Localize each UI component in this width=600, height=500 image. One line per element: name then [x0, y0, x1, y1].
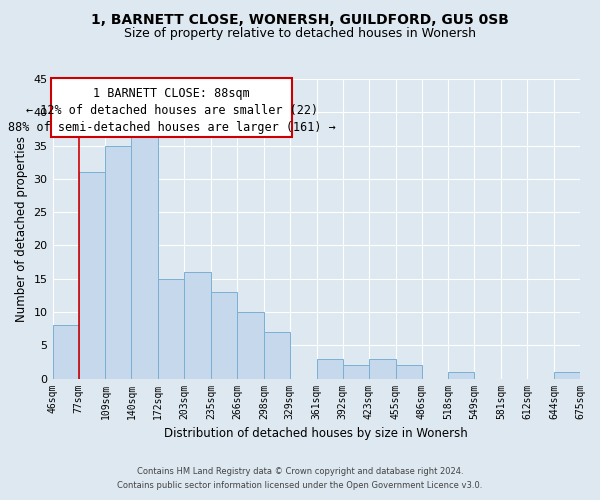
Text: ← 12% of detached houses are smaller (22): ← 12% of detached houses are smaller (22… — [26, 104, 317, 117]
Bar — [395, 365, 422, 378]
Bar — [237, 312, 264, 378]
Y-axis label: Number of detached properties: Number of detached properties — [15, 136, 28, 322]
Text: Contains HM Land Registry data © Crown copyright and database right 2024.: Contains HM Land Registry data © Crown c… — [137, 467, 463, 476]
Bar — [79, 172, 106, 378]
Text: Contains public sector information licensed under the Open Government Licence v3: Contains public sector information licen… — [118, 481, 482, 490]
Text: 88% of semi-detached houses are larger (161) →: 88% of semi-detached houses are larger (… — [8, 122, 335, 134]
Bar — [53, 326, 79, 378]
Bar — [368, 358, 395, 378]
Text: Size of property relative to detached houses in Wonersh: Size of property relative to detached ho… — [124, 28, 476, 40]
Text: 1, BARNETT CLOSE, WONERSH, GUILDFORD, GU5 0SB: 1, BARNETT CLOSE, WONERSH, GUILDFORD, GU… — [91, 12, 509, 26]
Text: 1 BARNETT CLOSE: 88sqm: 1 BARNETT CLOSE: 88sqm — [93, 87, 250, 100]
Bar — [317, 358, 343, 378]
X-axis label: Distribution of detached houses by size in Wonersh: Distribution of detached houses by size … — [164, 427, 468, 440]
Bar — [106, 146, 131, 378]
Bar — [343, 365, 368, 378]
Bar — [211, 292, 237, 378]
Bar — [158, 278, 184, 378]
Bar — [184, 272, 211, 378]
Bar — [448, 372, 475, 378]
Bar — [264, 332, 290, 378]
Bar — [131, 132, 158, 378]
Bar — [554, 372, 580, 378]
